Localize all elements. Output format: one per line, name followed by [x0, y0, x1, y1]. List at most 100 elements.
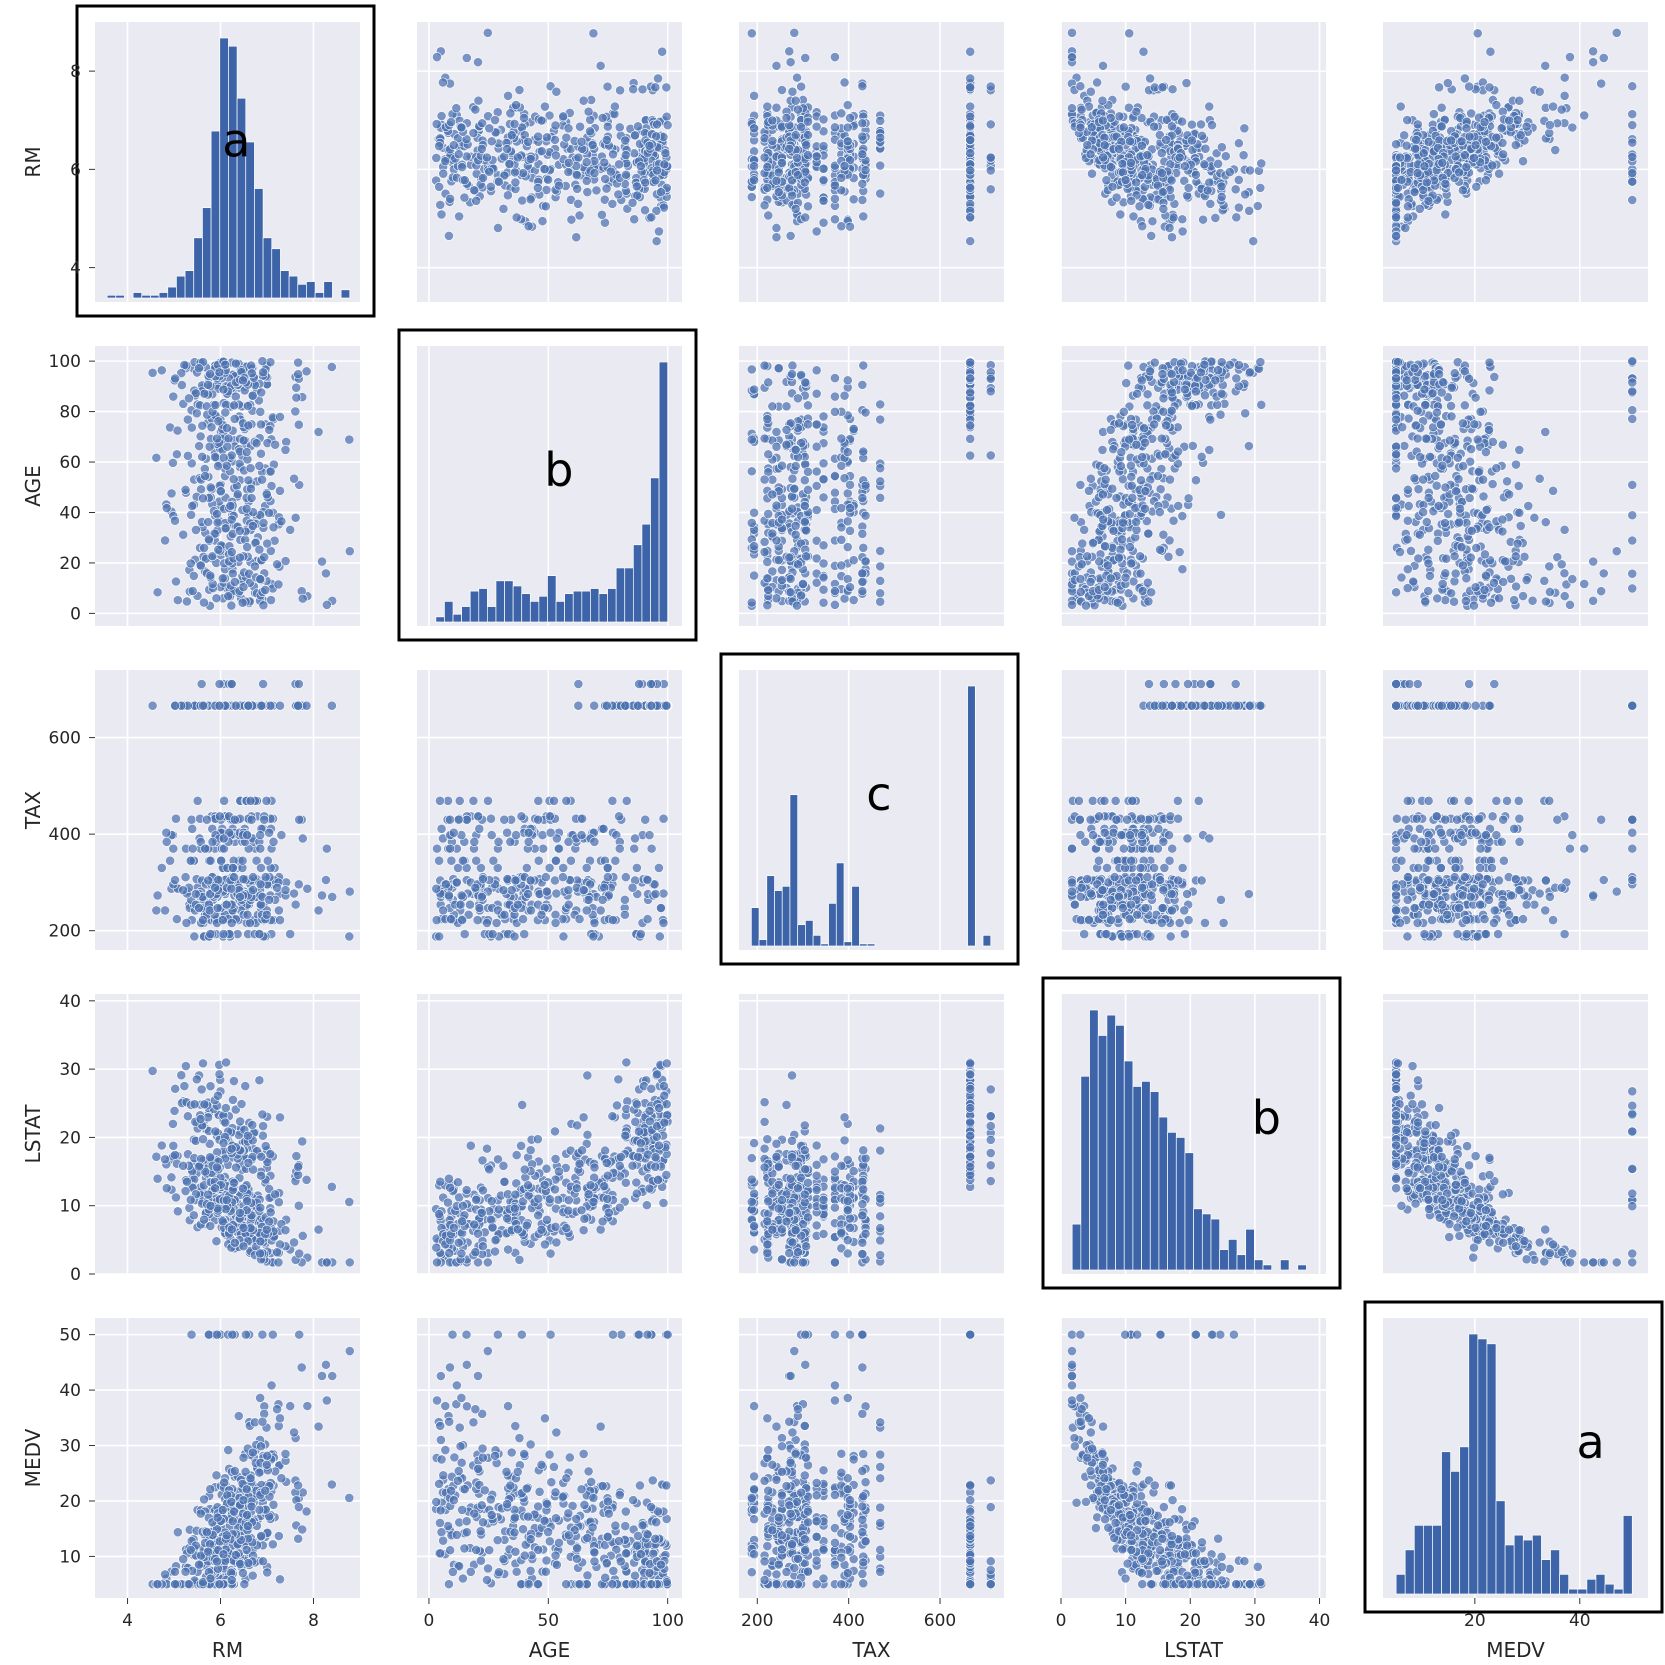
scatter-point [1523, 501, 1534, 511]
scatter-point [238, 874, 249, 884]
scatter-point [1117, 159, 1128, 169]
scatter-point [1449, 551, 1460, 562]
scatter-point [313, 905, 324, 916]
scatter-point [811, 151, 822, 162]
scatter-point [1464, 493, 1475, 503]
scatter-point [599, 194, 610, 205]
scatter-point [875, 546, 886, 556]
scatter-point [1534, 86, 1545, 97]
scatter-point [803, 484, 813, 495]
scatter-point [749, 123, 759, 134]
scatter-point [818, 458, 829, 469]
scatter-point [785, 57, 796, 68]
scatter-point [183, 450, 193, 461]
scatter-point [510, 177, 521, 188]
scatter-point [811, 226, 822, 237]
scatter-point [220, 523, 231, 534]
scatter-point [1239, 123, 1250, 134]
scatter-point [793, 104, 803, 115]
scatter-point [1177, 365, 1188, 376]
scatter-point [965, 433, 976, 444]
scatter-point [255, 879, 266, 890]
scatter-point [160, 905, 170, 916]
scatter-point [558, 111, 569, 122]
scatter-point [1627, 386, 1638, 397]
scatter-point [1446, 411, 1457, 422]
scatter-point [635, 161, 646, 172]
scatter-point [637, 84, 648, 95]
scatter-point [537, 830, 548, 841]
scatter-point [1513, 481, 1524, 491]
scatter-point [646, 212, 657, 223]
scatter-point [1419, 161, 1430, 172]
scatter-point [1142, 400, 1153, 411]
scatter-point [746, 364, 757, 375]
scatter-point [1177, 511, 1188, 521]
scatter-point [1484, 424, 1494, 435]
scatter-point [1245, 367, 1255, 378]
scatter-point [644, 140, 655, 151]
scatter-point [1484, 82, 1495, 93]
scatter-point [875, 476, 886, 487]
hist-bar [115, 294, 125, 299]
scatter-point [1627, 195, 1638, 205]
scatter-point [1627, 510, 1638, 521]
hist-bar [132, 292, 143, 299]
scatter-point [763, 377, 774, 388]
scatter-point [830, 52, 840, 62]
scatter-point [297, 593, 308, 604]
scatter-point [293, 679, 304, 689]
scatter-point [1627, 81, 1638, 92]
scatter-point [1114, 418, 1124, 429]
scatter-point [461, 53, 472, 63]
scatter-point [1395, 547, 1405, 557]
scatter-point [777, 565, 787, 575]
scatter-point [1067, 27, 1077, 38]
scatter-point [1436, 121, 1447, 132]
scatter-point [830, 487, 840, 498]
scatter-point [1456, 542, 1467, 552]
scatter-point [431, 153, 442, 163]
scatter-point [842, 100, 853, 110]
scatter-point [811, 466, 822, 477]
scatter-point [459, 192, 470, 203]
scatter-point [576, 136, 587, 147]
scatter-point [1215, 409, 1226, 420]
scatter-point [1114, 552, 1124, 563]
scatter-point [1134, 201, 1145, 212]
scatter-point [1559, 591, 1570, 602]
scatter-point [578, 95, 589, 106]
scatter-point [818, 540, 829, 551]
scatter-point [1198, 214, 1208, 225]
scatter-point [1099, 582, 1110, 593]
scatter-point [799, 500, 810, 511]
scatter-point [272, 882, 282, 893]
scatter-point [860, 407, 871, 418]
scatter-point [1212, 399, 1223, 410]
scatter-point [1402, 115, 1413, 125]
scatter-point [285, 524, 296, 535]
scatter-point [818, 572, 829, 583]
scatter-point [1469, 153, 1479, 163]
scatter-point [1391, 393, 1402, 404]
scatter-point [1125, 136, 1135, 147]
scatter-point [1108, 444, 1119, 455]
scatter-point [195, 560, 206, 571]
scatter-point [1084, 485, 1094, 496]
scatter-point [1156, 168, 1167, 178]
scatter-point [1075, 574, 1086, 585]
scatter-point [771, 102, 782, 113]
scatter-point [1216, 191, 1227, 202]
scatter-point [256, 863, 266, 873]
scatter-point [229, 872, 239, 883]
scatter-point [1412, 405, 1423, 416]
scatter-point [199, 543, 209, 553]
scatter-point [1107, 483, 1118, 494]
scatter-point [759, 200, 770, 211]
hist-bar [538, 595, 548, 623]
scatter-point [1216, 388, 1227, 399]
scatter-point [212, 903, 223, 913]
scatter-point [1166, 175, 1177, 186]
scatter-point [1545, 120, 1555, 130]
scatter-point [836, 221, 847, 232]
